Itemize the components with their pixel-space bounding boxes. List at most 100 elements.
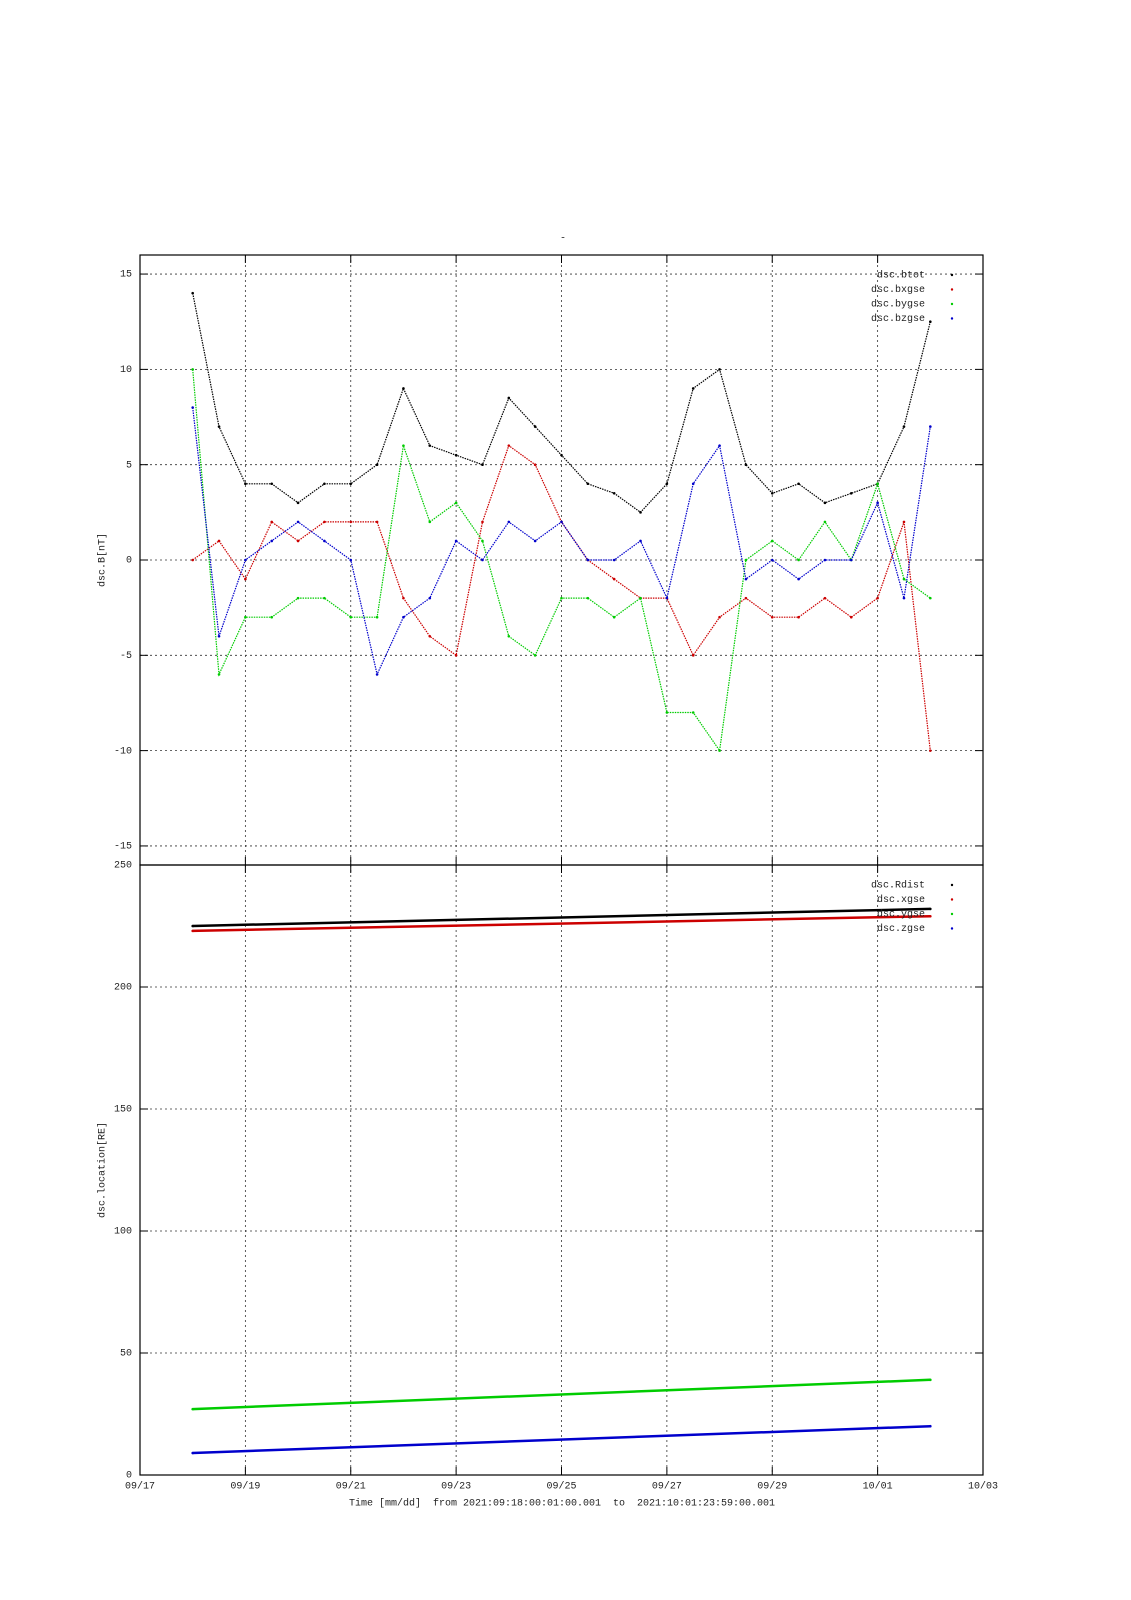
legend-label: dsc.Rdist [871,880,925,892]
legend-label: dsc.bygse [871,299,925,311]
series-point [770,558,774,562]
series-point [770,539,774,543]
x-axis-label: Time [mm/dd] from 2021:09:18:00:01:00.00… [349,1498,775,1510]
series-point [612,577,616,581]
series-point [481,520,484,524]
series-point [929,1378,932,1382]
series-point [902,577,906,581]
series-point [718,749,721,752]
series-point [560,453,563,457]
series-point [217,634,221,638]
series-point [402,444,405,447]
series-point [876,482,879,486]
series-point [375,463,379,466]
series-point [217,539,221,543]
series-point [586,558,590,562]
x-tick-label: 09/23 [441,1481,471,1493]
series-point [349,558,353,562]
series-point [217,425,221,428]
series-point [191,929,194,933]
series-point [929,749,932,752]
series-point [481,558,484,562]
x-tick-label: 09/29 [757,1481,787,1493]
series-point [507,520,511,524]
series-point [349,615,353,619]
x-tick-label: 09/17 [125,1481,155,1493]
legend-marker [950,927,954,930]
series-point [349,482,353,486]
series-point [428,444,432,447]
x-tick-label: 09/25 [546,1481,576,1493]
series-point [296,501,300,505]
y-tick-label: -10 [114,746,132,757]
series-point [744,596,748,600]
series-point [454,501,458,505]
series-point [375,615,379,619]
series-point [533,425,537,428]
series-point [533,463,537,466]
series-point [849,491,853,495]
y-tick-label: 5 [126,460,132,471]
y-tick-label: 50 [120,1349,132,1360]
series-point [296,520,300,524]
series-point [507,634,511,638]
series-point [929,425,932,428]
series-point [560,520,563,524]
series-point [270,615,274,619]
series-point [612,558,616,562]
legend-marker [950,302,954,306]
series-point [691,387,695,390]
series-point [454,539,458,543]
series-point [770,615,774,619]
series-point [244,615,247,619]
series-point [718,368,721,371]
series-point [797,577,800,581]
x-tick-label: 09/19 [230,1481,260,1493]
series-point [323,539,326,543]
legend-label: dsc.btot [877,270,925,282]
series-point [323,520,326,524]
series-point [823,520,827,524]
series-point [191,924,194,928]
chart-title: - [560,234,566,245]
y-tick-label: 0 [126,1471,132,1482]
x-tick-label: 09/27 [652,1481,682,1493]
series-point [402,387,405,390]
x-tick-label: 10/03 [968,1481,998,1493]
series-point [902,596,906,600]
series-point [481,539,484,543]
series-point [191,1451,194,1455]
y-tick-label: -5 [120,651,132,662]
series-point [454,654,458,657]
series-point [586,482,590,486]
y-axis-label: dsc.B[nT] [97,533,109,587]
legend-marker [950,898,954,901]
legend-marker [950,288,954,291]
series-point [691,711,695,714]
y-tick-label: 0 [126,556,132,567]
series-point [823,596,827,600]
series-point [560,596,563,600]
series-point [428,520,432,524]
y-tick-label: 150 [114,1105,132,1116]
series-point [507,444,511,447]
series-point [639,539,642,543]
series-point [481,463,484,466]
series-point [612,491,616,495]
series-line [192,1378,931,1411]
legend-label: dsc.bxgse [871,284,925,296]
series-point [639,511,642,514]
legend-marker [950,883,954,887]
series-point [691,482,695,486]
series-point [797,615,800,619]
y-tick-label: 15 [120,270,132,281]
series-point [876,596,879,600]
series-point [507,396,511,400]
series-point [270,539,274,543]
series-point [244,558,247,562]
series-point [797,482,800,486]
legend-label: dsc.ygse [877,909,925,921]
series-point [823,501,827,505]
